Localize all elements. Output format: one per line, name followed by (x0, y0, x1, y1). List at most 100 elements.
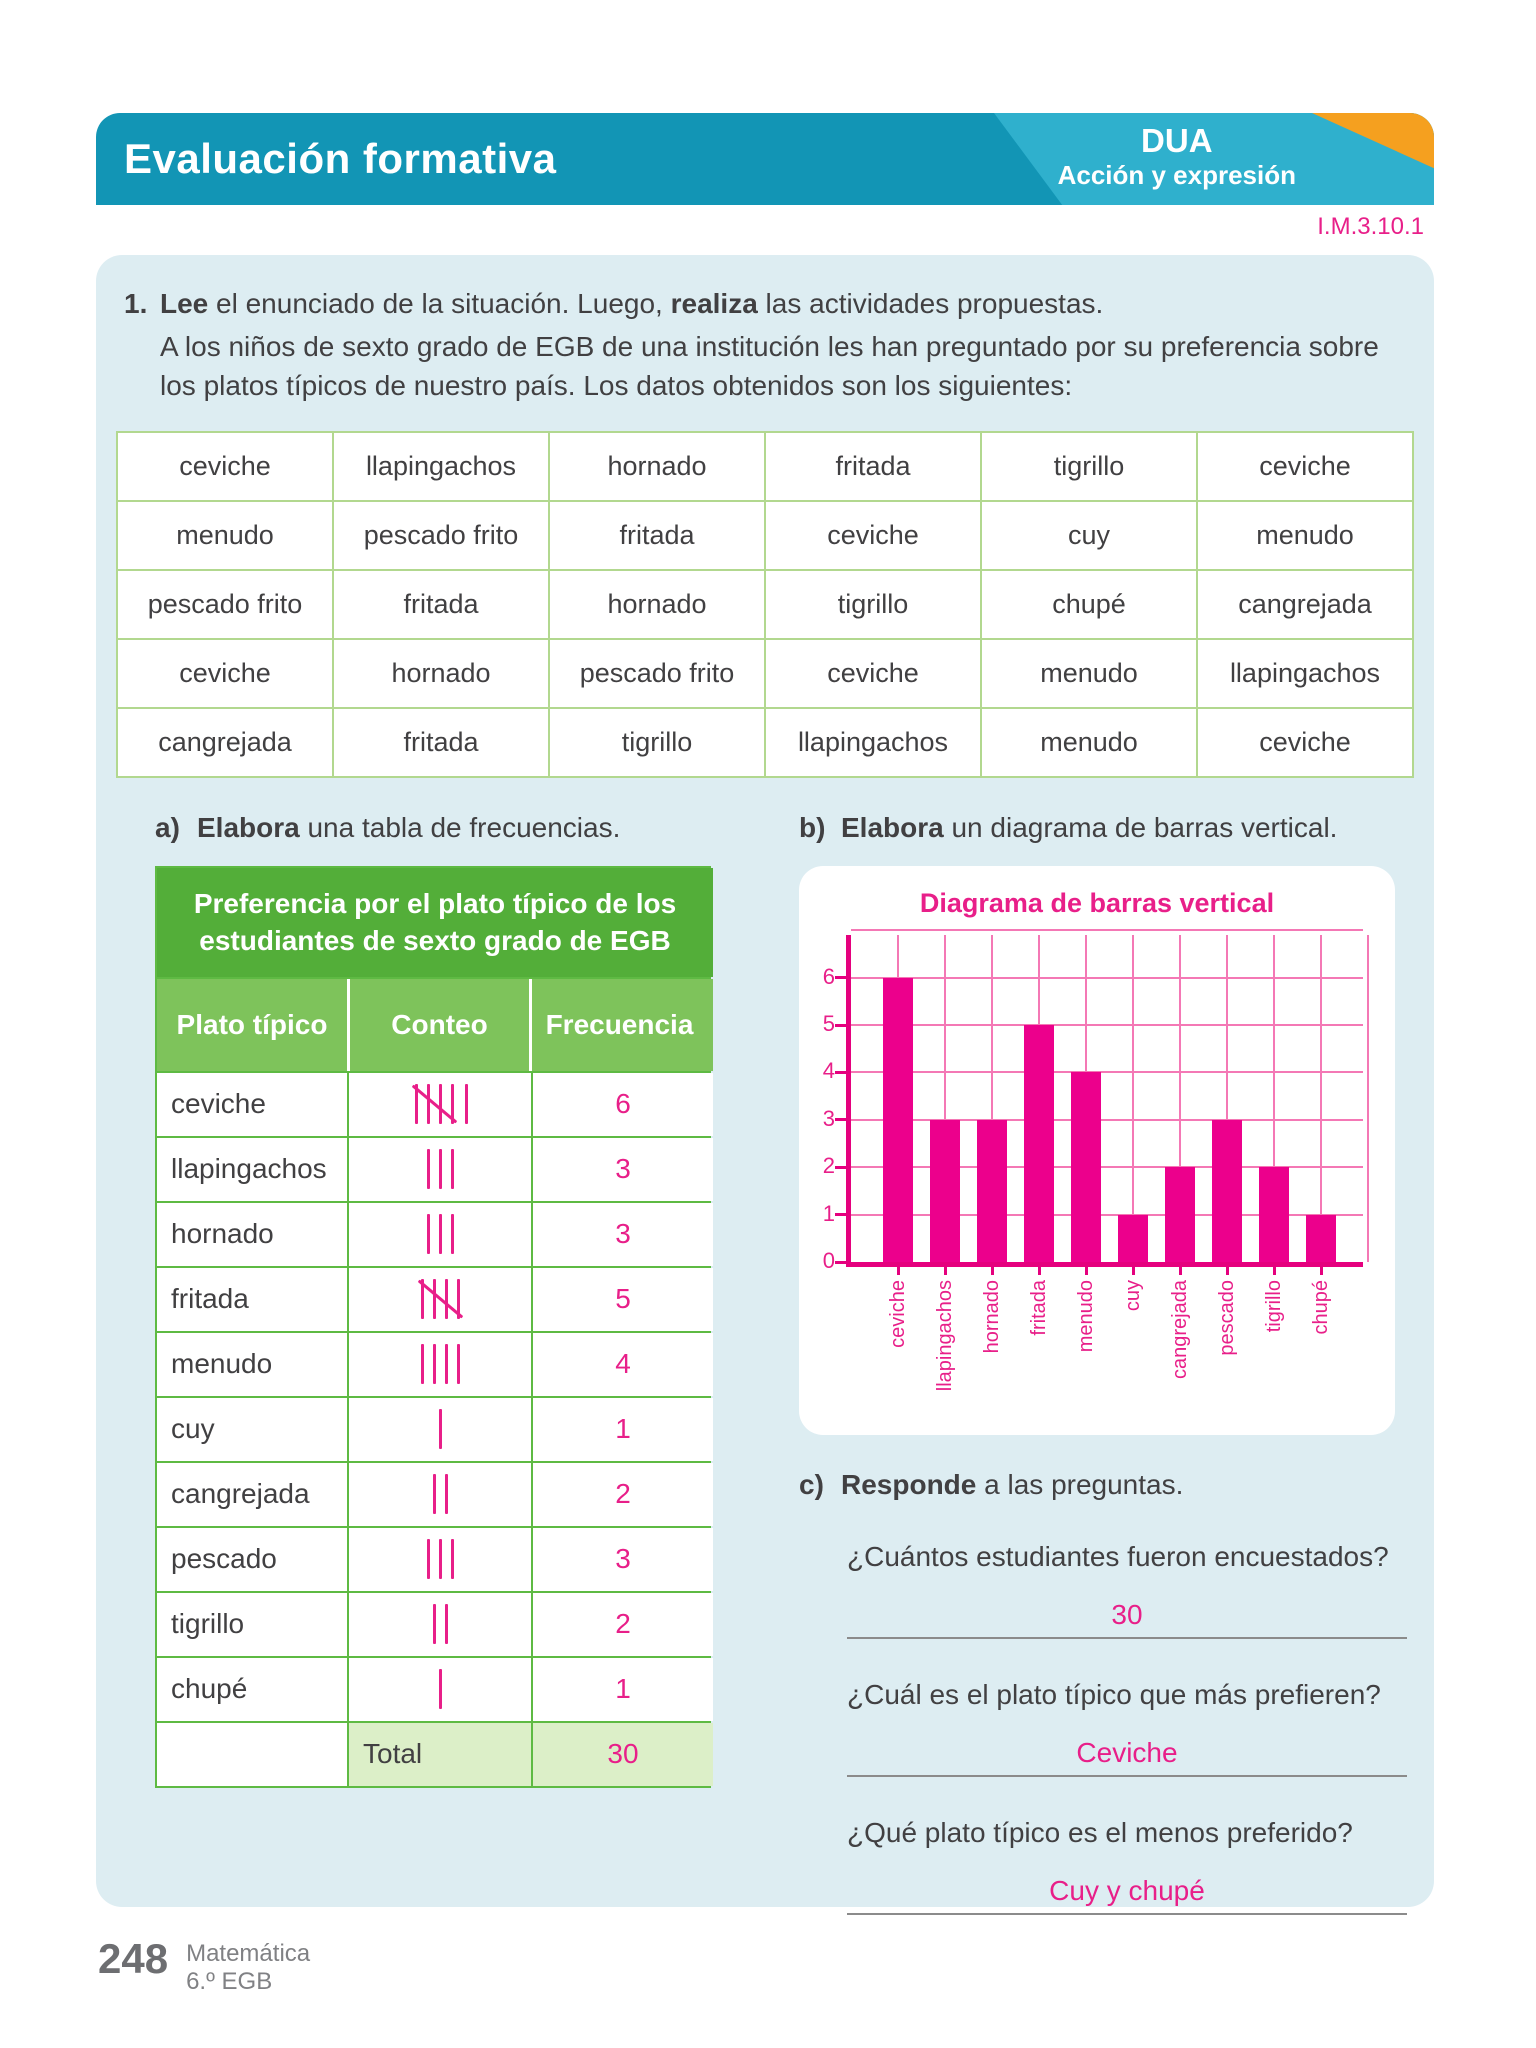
freq-row-value: 1 (533, 1397, 713, 1461)
freq-row-tally (349, 1592, 531, 1656)
data-table-cell: menudo (980, 707, 1198, 779)
exercise-paragraph: A los niños de sexto grado de EGB de una… (160, 330, 1379, 401)
data-table-cell: pescado frito (548, 638, 766, 710)
frequency-table: Preferencia por el plato típico de los e… (155, 866, 713, 1788)
y-axis-tick-label: 4 (822, 1058, 835, 1084)
freq-row-value: 2 (533, 1462, 713, 1526)
tally-mark (438, 1149, 442, 1190)
data-table-cell: hornado (332, 638, 550, 710)
questions-block: ¿Cuántos estudiantes fueron encuestados?… (799, 1541, 1414, 1916)
data-table-cell: ceviche (116, 431, 334, 503)
chart-bar (1071, 1072, 1101, 1263)
tally-mark (432, 1344, 436, 1385)
x-axis-tick-mark (1272, 1262, 1276, 1276)
chart-bar (1118, 1214, 1148, 1263)
task-b-bold: Elabora (841, 812, 944, 844)
tally-group-of-five (411, 1084, 457, 1125)
data-table-cell: llapingachos (332, 431, 550, 503)
chart-gridline-vertical (1226, 935, 1228, 1263)
x-axis-tick-mark (1131, 1262, 1135, 1276)
tally-mark (414, 1084, 418, 1125)
x-axis-tick-mark (943, 1262, 947, 1276)
y-axis-tick-mark (835, 1118, 851, 1122)
answer-text: Cuy y chupé (1049, 1875, 1205, 1907)
chart-gridline-horizontal (851, 929, 1363, 932)
question: ¿Qué plato típico es el menos preferido?… (847, 1817, 1407, 1916)
data-table-cell: cangrejada (1196, 569, 1414, 641)
freq-row-name: fritada (157, 1267, 347, 1331)
chart-gridline-vertical (1179, 935, 1181, 1263)
tally-mark (426, 1084, 430, 1125)
tally-mark (444, 1279, 448, 1320)
page-number: 248 (98, 1935, 169, 1982)
footer-subject-block: Matemática 6.º EGB (186, 1938, 310, 1995)
data-table-cell: llapingachos (764, 707, 982, 779)
x-axis-tick-mark (896, 1262, 900, 1276)
chart-bar (1024, 1025, 1054, 1263)
answer-line: Cuy y chupé (847, 1875, 1407, 1916)
x-axis-tick-mark (990, 1262, 994, 1276)
data-table-cell: ceviche (116, 638, 334, 710)
task-c-heading: c) Responde a las preguntas. (799, 1469, 1414, 1501)
survey-data-table: ceviche llapingachos hornado fritada tigrill… (116, 431, 1414, 779)
tally-mark (438, 1669, 442, 1710)
instruction-text-2: las actividades propuestas. (757, 288, 1104, 319)
right-column: b) Elabora un diagrama de barras vertical… (799, 812, 1414, 1916)
footer-subject: Matemática (186, 1940, 311, 1967)
x-axis-tick-mark (1178, 1262, 1182, 1276)
data-table-cell: fritada (764, 431, 982, 503)
exercise-number: 1. (124, 288, 148, 319)
chart-bar (883, 977, 913, 1263)
tally-mark (456, 1279, 460, 1320)
answer-line: Ceviche (847, 1737, 1407, 1778)
y-axis-tick-label: 5 (822, 1011, 835, 1037)
freq-row-tally (349, 1397, 531, 1461)
data-table-row: ceviche llapingachos hornado fritada tigrill… (116, 431, 1414, 503)
chart-gridline-vertical (1320, 935, 1322, 1263)
y-axis-tick-mark (835, 1165, 851, 1169)
freq-row-name: ceviche (157, 1072, 347, 1136)
chart-gridline-horizontal (851, 1213, 1363, 1216)
chart-gridline-vertical (1367, 935, 1369, 1263)
x-axis-tick-mark (1084, 1262, 1088, 1276)
freq-row-value: 1 (533, 1657, 713, 1721)
data-table-cell: menudo (980, 638, 1198, 710)
data-table-cell: menudo (116, 500, 334, 572)
data-table-cell: ceviche (764, 500, 982, 572)
task-c-bold: Responde (841, 1469, 977, 1501)
instruction-bold-1: Lee (160, 288, 209, 319)
tally-mark (464, 1084, 468, 1125)
tally-mark (432, 1474, 436, 1515)
freq-total-label: Total (349, 1722, 531, 1786)
standard-code: I.M.3.10.1 (1317, 213, 1424, 240)
column-header-plato: Plato típico (176, 1008, 328, 1040)
freq-row-value: 3 (533, 1137, 713, 1201)
data-table-cell: chupé (980, 569, 1198, 641)
freq-row-name: llapingachos (157, 1137, 347, 1201)
instruction-bold-2: realiza (670, 288, 758, 319)
left-column: a) Elabora una tabla de frecuencias. Pref… (155, 812, 713, 1915)
x-axis-category-label: fritada (1028, 1280, 1050, 1336)
data-table-cell: fritada (332, 707, 550, 779)
freq-row-tally (349, 1527, 531, 1591)
data-table-cell: pescado frito (332, 500, 550, 572)
tally-mark (456, 1344, 460, 1385)
dua-sublabel: Acción y expresión (1057, 159, 1296, 190)
freq-row-name: cuy (157, 1397, 347, 1461)
x-axis-category-label: cuy (1122, 1280, 1144, 1312)
tally-mark (420, 1279, 424, 1320)
freq-row-tally (349, 1267, 531, 1331)
tally-mark (444, 1344, 448, 1385)
data-table-cell: tigrillo (764, 569, 982, 641)
page-title: Evaluación formativa (124, 135, 557, 182)
data-table-row: pescado frito fritada hornado tigrillo chupé… (116, 569, 1414, 641)
question-text: ¿Qué plato típico es el menos preferido? (847, 1817, 1353, 1849)
tally-group-of-five (417, 1279, 463, 1320)
chart-bar (930, 1119, 960, 1263)
data-table-cell: fritada (548, 500, 766, 572)
chart-gridline-vertical (991, 935, 993, 1263)
frequency-table-header: Plato típico Conteo Frecuencia (157, 978, 713, 1071)
chart-gridline-horizontal (851, 1024, 1363, 1027)
y-axis-tick-mark (835, 1070, 851, 1074)
